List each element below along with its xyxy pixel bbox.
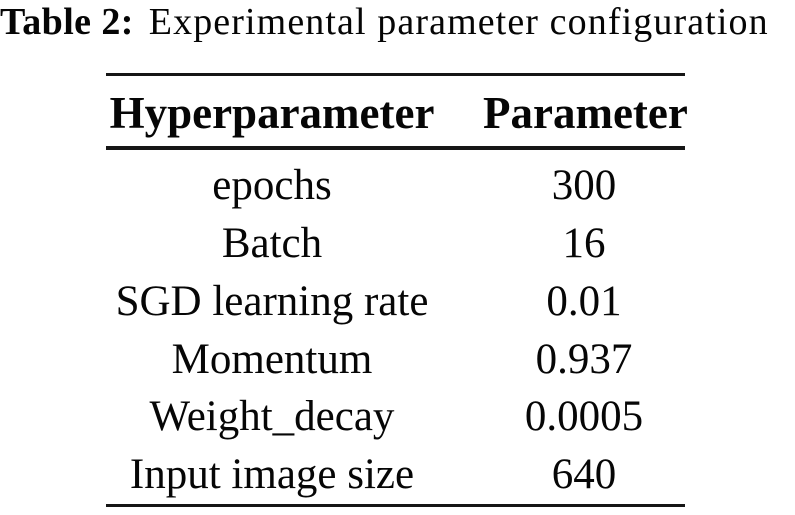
table-bottom-rule <box>106 503 685 507</box>
table-caption-label: Table 2: <box>0 1 134 43</box>
table-caption-title: Experimental parameter configuration <box>148 1 769 43</box>
cell-parameter: 640 <box>551 451 617 499</box>
cell-parameter: 0.01 <box>546 277 622 325</box>
table-row: SGD learning rate 0.01 <box>106 272 685 330</box>
table-body: epochs 300 Batch 16 SGD learning rate 0.… <box>106 150 685 504</box>
table-row: Input image size 640 <box>106 446 685 504</box>
table-row: Momentum 0.937 <box>106 330 685 388</box>
cell-parameter: 0.937 <box>535 335 633 383</box>
table-row: Batch 16 <box>106 215 685 273</box>
cell-hyperparameter: Momentum <box>171 335 373 383</box>
cell-hyperparameter: SGD learning rate <box>115 277 429 325</box>
cell-parameter: 16 <box>562 219 606 267</box>
cell-parameter: 300 <box>551 162 617 210</box>
cell-parameter: 0.0005 <box>524 393 644 441</box>
cell-hyperparameter: Input image size <box>129 451 415 499</box>
parameters-table: Hyperparameter Parameter epochs 300 Batc… <box>106 73 688 507</box>
table-row: epochs 300 <box>106 157 685 215</box>
table-row: Weight_decay 0.0005 <box>106 388 685 446</box>
cell-hyperparameter: Batch <box>221 219 323 267</box>
table-header-row: Hyperparameter Parameter <box>106 76 688 146</box>
cell-hyperparameter: Weight_decay <box>149 393 395 441</box>
column-header-hyperparameter: Hyperparameter <box>109 88 435 139</box>
column-header-parameter: Parameter <box>483 88 688 139</box>
table-mid-rule <box>106 146 685 150</box>
table-top-rule <box>106 73 685 77</box>
cell-hyperparameter: epochs <box>212 162 332 210</box>
table-caption: Table 2: Experimental parameter configura… <box>0 0 795 44</box>
